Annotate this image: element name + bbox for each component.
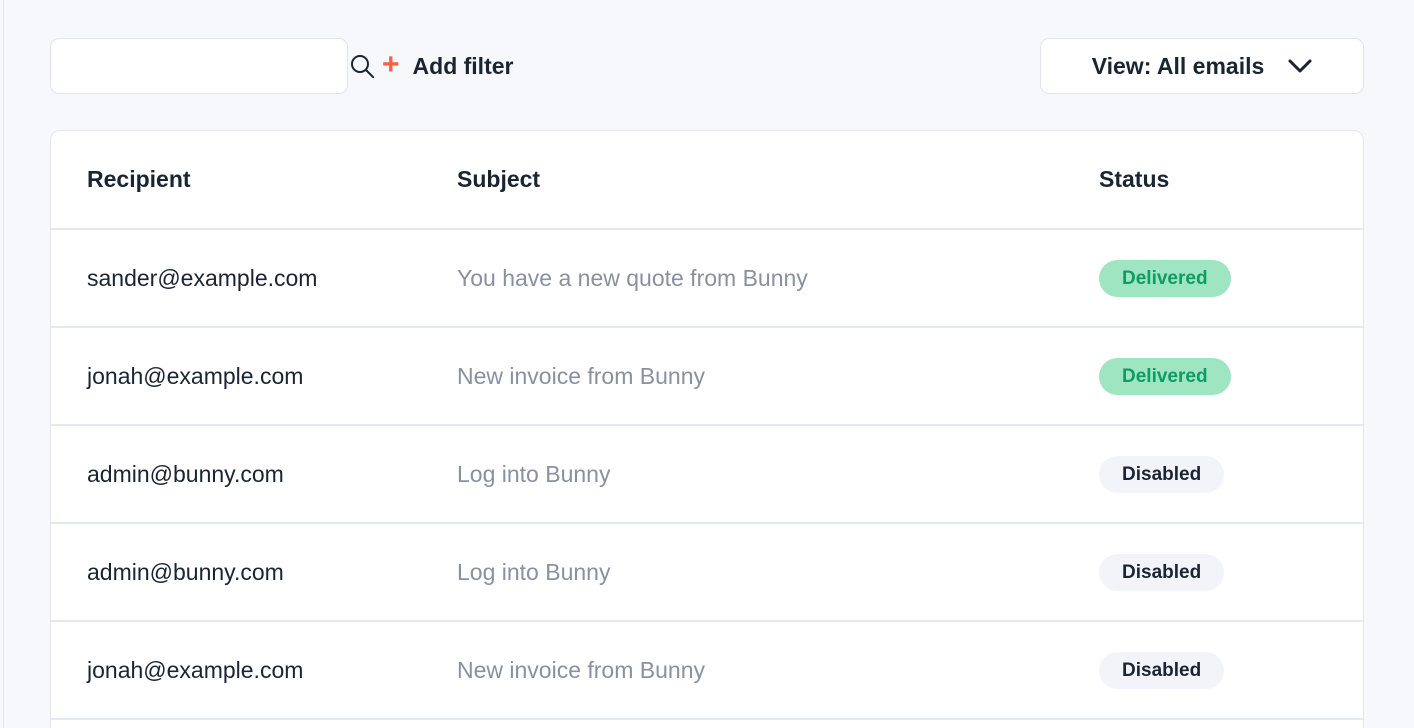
status-cell: Disabled <box>1063 553 1363 591</box>
table-header-row: Recipient Subject Status <box>51 131 1363 230</box>
recipient-cell: admin@bunny.com <box>87 460 284 487</box>
recipient-cell: admin@bunny.com <box>87 558 284 585</box>
status-cell: Delivered <box>1063 357 1363 395</box>
table-body: sander@example.com You have a new quote … <box>51 230 1363 720</box>
status-badge: Delivered <box>1099 357 1231 395</box>
status-cell: Disabled <box>1063 651 1363 689</box>
plus-icon: + <box>382 48 400 81</box>
left-edge-divider <box>3 0 4 728</box>
table-row[interactable]: jonah@example.com New invoice from Bunny… <box>51 328 1363 426</box>
recipient-cell: sander@example.com <box>87 264 318 291</box>
add-filter-label: Add filter <box>412 52 514 79</box>
subject-cell: New invoice from Bunny <box>457 656 705 683</box>
subject-cell: You have a new quote from Bunny <box>457 264 808 291</box>
column-header-status: Status <box>1099 166 1170 192</box>
search-icon <box>348 52 376 80</box>
view-dropdown[interactable]: View: All emails <box>1040 38 1364 94</box>
status-cell: Delivered <box>1063 259 1363 297</box>
recipient-cell: jonah@example.com <box>87 656 304 683</box>
emails-table: Recipient Subject Status sander@example.… <box>50 130 1364 728</box>
search-input[interactable] <box>51 39 348 93</box>
add-filter-button[interactable]: + Add filter <box>382 38 513 94</box>
table-row[interactable]: sander@example.com You have a new quote … <box>51 230 1363 328</box>
status-cell: Disabled <box>1063 455 1363 493</box>
view-dropdown-label: View: All emails <box>1091 52 1265 79</box>
status-badge: Delivered <box>1099 259 1231 297</box>
column-header-subject: Subject <box>457 166 541 192</box>
status-badge: Disabled <box>1099 553 1225 591</box>
recipient-cell: jonah@example.com <box>87 362 304 389</box>
chevron-down-icon <box>1288 59 1312 73</box>
subject-cell: Log into Bunny <box>457 558 611 585</box>
subject-cell: New invoice from Bunny <box>457 362 705 389</box>
column-header-recipient: Recipient <box>87 166 191 192</box>
table-row[interactable]: admin@bunny.com Log into Bunny Disabled <box>51 524 1363 622</box>
status-badge: Disabled <box>1099 651 1225 689</box>
table-row[interactable]: admin@bunny.com Log into Bunny Disabled <box>51 426 1363 524</box>
search-box[interactable] <box>50 38 374 94</box>
status-badge: Disabled <box>1099 455 1225 493</box>
table-row[interactable]: jonah@example.com New invoice from Bunny… <box>51 622 1363 720</box>
subject-cell: Log into Bunny <box>457 460 611 487</box>
